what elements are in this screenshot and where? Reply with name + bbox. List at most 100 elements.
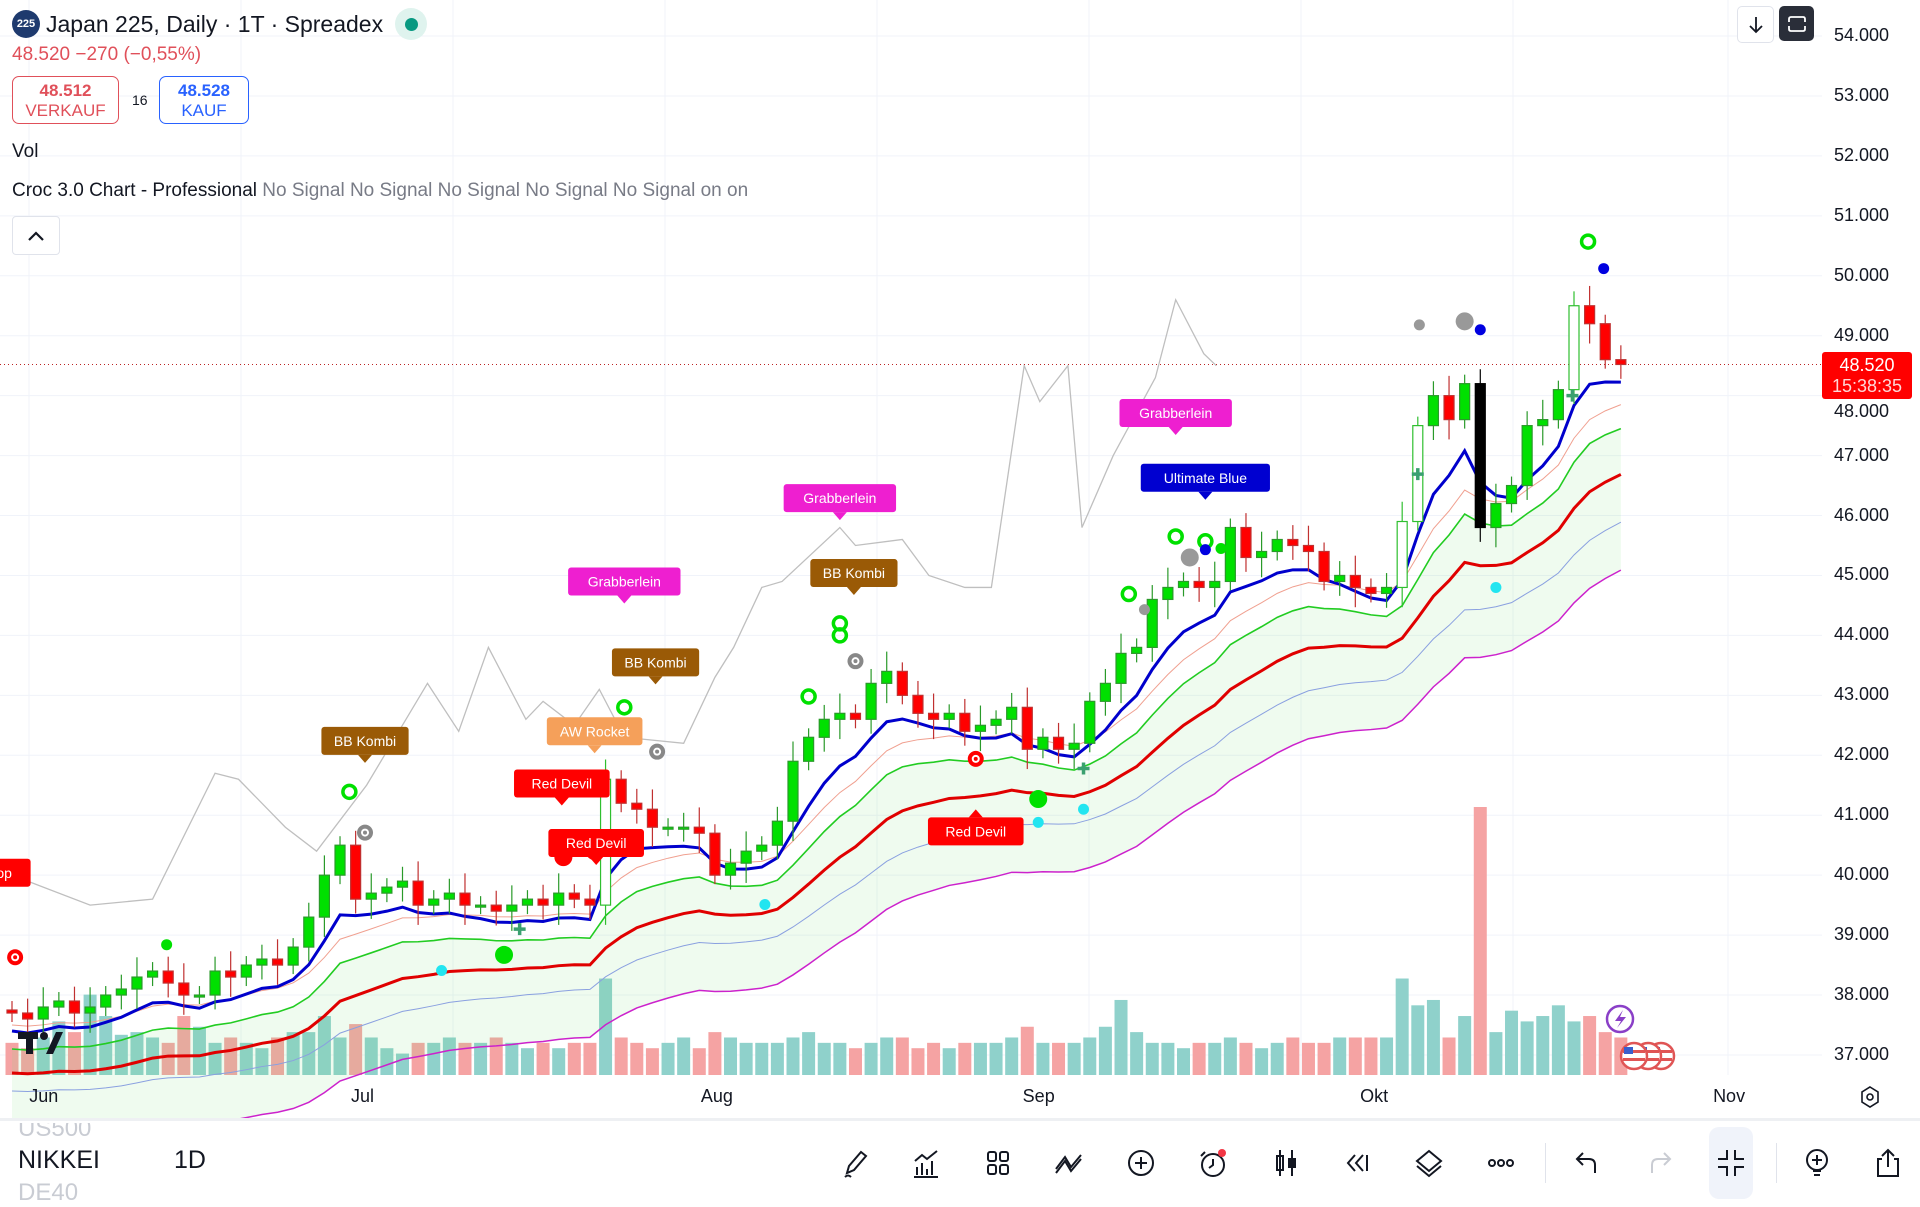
candle xyxy=(1193,567,1205,602)
compare-button[interactable] xyxy=(1047,1141,1091,1185)
price-axis-label: 50.000 xyxy=(1834,264,1890,285)
collapse-legend-button[interactable] xyxy=(12,216,60,255)
volume-bar xyxy=(1114,999,1128,1075)
exit-fullscreen-button[interactable] xyxy=(1709,1127,1753,1199)
share-icon xyxy=(1877,1148,1899,1177)
candle-body xyxy=(1568,305,1580,391)
price-axis-label: 41.000 xyxy=(1834,804,1890,825)
candle xyxy=(287,938,299,975)
buy-button[interactable]: 48.528 KAUF xyxy=(159,76,249,124)
signal-label-text: BB Kombi xyxy=(334,733,396,749)
volume-bar xyxy=(1067,1042,1081,1075)
candle xyxy=(1537,399,1549,446)
volume-bar xyxy=(192,1026,206,1075)
chart-title[interactable]: Japan 225, Daily · 1T · Spreadex xyxy=(46,10,384,37)
replay-button[interactable] xyxy=(1335,1141,1379,1185)
time-axis-label: Jun xyxy=(29,1086,59,1106)
layers-button[interactable] xyxy=(1407,1141,1451,1185)
volume-bar xyxy=(567,1042,581,1075)
signal-label-box xyxy=(927,817,1024,846)
volume-bar xyxy=(411,1042,425,1075)
candle-body xyxy=(1006,706,1018,720)
volume-bar xyxy=(770,1042,784,1075)
volume-bar xyxy=(1192,1042,1206,1075)
volume-legend[interactable]: Vol xyxy=(12,141,39,162)
price-chart[interactable]: LolliPop BB Kombi Red Devil AW Rocket Red De… xyxy=(0,0,1920,1118)
share-button[interactable] xyxy=(1866,1141,1910,1185)
candle xyxy=(84,987,96,1033)
signal-label[interactable]: AW Rocket xyxy=(546,717,643,754)
redo-button[interactable] xyxy=(1638,1141,1682,1185)
dot-green-marker xyxy=(1215,542,1227,554)
time-axis-label: Jul xyxy=(351,1086,375,1106)
time-axis-settings-button[interactable] xyxy=(1858,1085,1882,1114)
dot-green-marker xyxy=(1029,790,1048,809)
candle-body xyxy=(521,898,534,906)
signal-label[interactable]: Red Devil xyxy=(514,769,610,806)
signal-label-pointer xyxy=(589,857,604,866)
candle xyxy=(396,866,409,902)
dot-cyan-marker xyxy=(1078,803,1090,815)
pencil-button[interactable] xyxy=(833,1141,877,1185)
indicator-legend[interactable]: Croc 3.0 Chart - Professional No Signal … xyxy=(12,180,748,202)
symbol-next[interactable]: DE40 xyxy=(18,1179,79,1206)
price-axis-label: 48.000 xyxy=(1834,401,1890,421)
candle-body xyxy=(756,844,768,852)
alert-clock-button[interactable] xyxy=(1191,1141,1235,1185)
ideas-button[interactable] xyxy=(1795,1141,1839,1185)
candle-type-button[interactable] xyxy=(1264,1141,1308,1185)
target-marker-center xyxy=(13,955,18,960)
signal-label[interactable]: BB Kombi xyxy=(321,726,409,763)
candle xyxy=(1318,542,1330,591)
candle-body xyxy=(1427,395,1440,427)
volume-bar xyxy=(989,1042,1003,1075)
flag-stripe xyxy=(1637,1058,1659,1061)
candle-body xyxy=(1584,305,1596,325)
price-axis-label: 46.000 xyxy=(1834,504,1890,525)
undo-button[interactable] xyxy=(1565,1141,1609,1185)
signal-label-text: Ultimate Blue xyxy=(1164,470,1247,486)
candle-body xyxy=(631,802,643,810)
symbol-header[interactable]: 225 Japan 225, Daily · 1T · Spreadex xyxy=(12,8,428,40)
dot-grey-marker xyxy=(1455,312,1474,331)
sell-button[interactable]: 48.512 VERKAUF xyxy=(12,76,119,124)
indicators-icon xyxy=(914,1150,938,1178)
candle-body xyxy=(100,994,112,1008)
chevron-up-icon xyxy=(28,230,44,241)
scroll-to-latest-button[interactable] xyxy=(1737,6,1774,43)
more-button[interactable] xyxy=(1479,1141,1523,1185)
volume-bar xyxy=(848,1048,862,1075)
interval-button[interactable]: 1D xyxy=(174,1146,206,1174)
signal-label-box xyxy=(810,559,898,588)
signal-label[interactable]: Grabberlein xyxy=(568,567,681,604)
volume-bar xyxy=(802,1032,816,1075)
signal-label-text: Grabberlein xyxy=(588,573,661,589)
signal-label[interactable]: BB Kombi xyxy=(611,648,700,685)
logo-part xyxy=(26,1032,33,1054)
add-circle-button[interactable] xyxy=(1119,1141,1163,1185)
templates-grid-button[interactable] xyxy=(976,1141,1020,1185)
toolbar-divider xyxy=(1776,1143,1777,1183)
signal-label-text: BB Kombi xyxy=(624,654,686,670)
candle xyxy=(490,890,502,926)
symbol-prev[interactable]: US500 xyxy=(18,1115,92,1142)
volume-bar xyxy=(1223,1037,1237,1075)
indicators-button[interactable] xyxy=(904,1141,948,1185)
signal-label[interactable]: LolliPop xyxy=(0,858,31,895)
dot-grey-marker xyxy=(1413,319,1425,331)
signal-label[interactable]: Grabberlein xyxy=(1119,399,1232,436)
signal-label[interactable]: BB Kombi xyxy=(810,559,898,596)
signal-label[interactable]: Red Devil xyxy=(927,809,1024,846)
volume-bar xyxy=(864,1042,878,1075)
signal-label-pointer xyxy=(832,512,847,521)
symbol-current[interactable]: NIKKEI xyxy=(18,1146,100,1174)
volume-bar xyxy=(1177,1048,1190,1075)
candle xyxy=(662,818,674,837)
signal-label[interactable]: Red Devil xyxy=(548,829,644,866)
signal-label[interactable]: Grabberlein xyxy=(783,484,897,521)
signal-label[interactable]: Ultimate Blue xyxy=(1140,463,1270,500)
fullscreen-toggle-button[interactable] xyxy=(1779,6,1814,41)
price-axis-label: 42.000 xyxy=(1834,744,1890,765)
candle xyxy=(1240,513,1252,572)
volume-bar xyxy=(724,1037,738,1075)
